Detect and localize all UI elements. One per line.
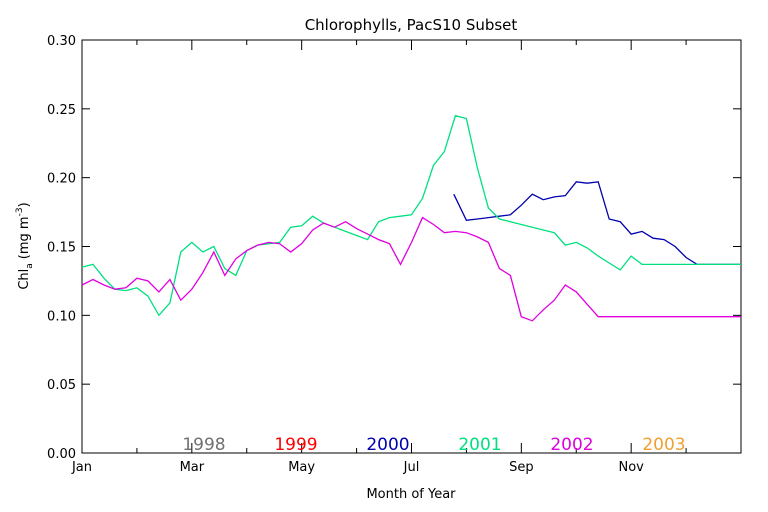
legend-entry-2003: 2003 [642,435,685,455]
y-axis-label-main: Chl [17,269,32,290]
y-tick-label: 0.05 [47,378,76,393]
x-axis-label: Month of Year [366,487,456,502]
y-tick-label: 0.25 [47,103,76,118]
y-axis-label-close: ) [17,202,32,207]
y-tick-label: 0.00 [47,447,76,462]
y-axis-label-exp: -3 [15,207,25,216]
x-tick-label: Mar [180,460,205,475]
chart-title: Chlorophylls, PacS10 Subset [305,16,518,34]
x-tick-label: May [288,460,315,475]
x-tick-label: Jan [71,460,92,475]
y-tick-label: 0.10 [47,309,76,324]
y-tick-label: 0.20 [47,172,76,187]
x-tick-label: Jul [403,460,420,475]
legend: 1998 1999 2000 2001 2002 2003 [182,435,685,455]
series-line-2002 [81,216,741,322]
x-tick-label: Nov [618,460,644,475]
series-lines [81,114,741,322]
x-axis: Jan Mar May Jul Sep Nov [71,40,742,475]
legend-entry-2002: 2002 [550,435,593,455]
y-tick-label: 0.15 [47,241,76,256]
y-axis-label-sub: a [25,263,35,269]
y-axis-label: Chla (mg m-3) [15,202,35,289]
y-tick-label: 0.30 [47,34,76,49]
series-line-2000 [453,181,741,266]
legend-entry-2001: 2001 [458,435,501,455]
plot-frame [81,39,742,454]
legend-entry-1999: 1999 [274,435,317,455]
legend-entry-2000: 2000 [366,435,409,455]
series-line-2001 [81,114,741,317]
legend-entry-1998: 1998 [182,435,225,455]
x-tick-label: Sep [509,460,534,475]
y-axis: 0.00 0.05 0.10 0.15 0.20 0.25 0.30 [47,34,741,462]
y-axis-label-unit: (mg m [17,216,32,259]
